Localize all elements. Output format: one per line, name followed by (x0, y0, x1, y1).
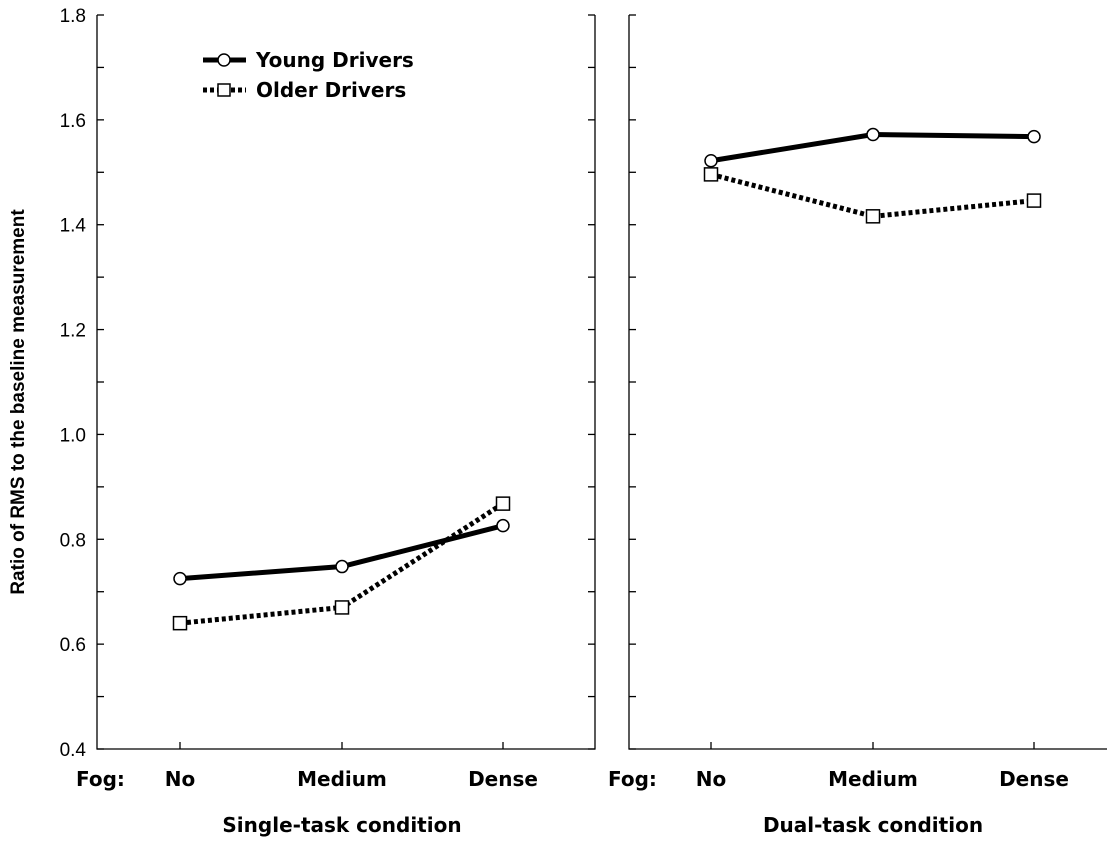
data-point-young (704, 154, 718, 168)
panel-frame-single (96, 15, 596, 750)
data-point-older (1026, 193, 1042, 208)
data-point-young (173, 571, 187, 586)
data-point-young (335, 559, 349, 574)
data-point-young (866, 127, 880, 142)
y-axis-label: Ratio of RMS to the baseline measurement (8, 209, 29, 595)
y-tick-label: 0.6 (60, 635, 86, 656)
panel-single-task (96, 15, 596, 750)
panel-title-single: Single-task condition (222, 813, 461, 837)
fog-label-single: Fog: (76, 767, 125, 791)
legend: Young Drivers Older Drivers (203, 48, 414, 102)
data-point-older (703, 167, 719, 182)
x-category-labels-single: No Medium Dense (165, 767, 538, 791)
x-category-label: Medium (297, 767, 387, 791)
data-point-older (334, 600, 350, 615)
axis-ticks (97, 14, 1035, 750)
x-category-label: Medium (828, 767, 918, 791)
y-tick-label: 1.6 (60, 111, 86, 132)
y-tick-labels: 0.4 0.6 0.8 1.0 1.2 1.4 1.6 1.8 (60, 6, 87, 761)
data-point-older (495, 496, 511, 511)
legend-marker-young (217, 53, 231, 67)
series-line-older (710, 171, 1035, 219)
x-category-label: No (165, 767, 195, 791)
y-tick-label: 0.8 (60, 530, 86, 551)
data-point-older (865, 209, 881, 224)
x-category-labels-dual: No Medium Dense (696, 767, 1069, 791)
panel-frame-dual (628, 15, 1107, 750)
fog-label-dual: Fog: (608, 767, 657, 791)
y-tick-label: 1.8 (60, 6, 86, 27)
y-tick-label: 1.0 (60, 425, 86, 446)
x-category-label: Dense (999, 767, 1069, 791)
panel-dual-task (628, 15, 1107, 750)
x-category-label: No (696, 767, 726, 791)
data-point-young (496, 518, 510, 533)
data-point-older (172, 615, 188, 631)
legend-marker-older (217, 83, 231, 97)
series-group-single (172, 496, 511, 631)
y-tick-label: 0.4 (60, 740, 87, 761)
legend-label-older: Older Drivers (256, 78, 406, 102)
series-group-dual (703, 127, 1042, 224)
panel-title-dual: Dual-task condition (763, 813, 983, 837)
legend-label-young: Young Drivers (255, 48, 414, 72)
y-tick-label: 1.2 (60, 321, 86, 342)
x-category-label: Dense (468, 767, 538, 791)
data-point-young (1027, 129, 1041, 144)
y-tick-label: 1.4 (60, 216, 87, 237)
